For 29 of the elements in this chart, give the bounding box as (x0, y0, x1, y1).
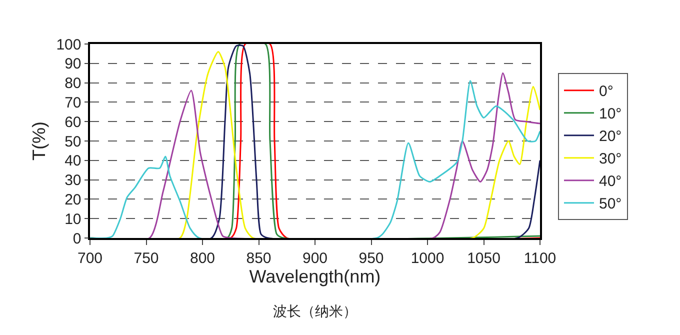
y-tick-label: 100 (56, 36, 82, 54)
y-tick-label: 70 (64, 94, 82, 112)
x-tick-label: 900 (302, 250, 328, 267)
x-tick-label: 800 (190, 250, 216, 267)
legend-label: 30° (599, 150, 622, 168)
y-axis-title: T(%) (28, 122, 49, 160)
x-tick-label: 750 (134, 250, 159, 267)
y-tick-label: 0 (72, 230, 82, 248)
x-tick-label: 700 (77, 250, 103, 267)
legend-label: 0° (599, 83, 614, 100)
legend-label: 20° (599, 128, 622, 146)
legend-label: 50° (599, 196, 622, 213)
y-tick-label: 50 (64, 133, 82, 150)
y-tick-label: 20 (64, 191, 82, 208)
x-tick-label: 950 (358, 250, 384, 267)
legend-label: 10° (599, 106, 622, 123)
x-tick-label: 1050 (467, 250, 500, 267)
y-tick-label: 90 (64, 56, 82, 73)
y-tick-label: 10 (64, 210, 82, 228)
x-tick-label: 850 (246, 250, 272, 267)
x-tick-label: 1100 (524, 250, 556, 267)
y-tick-label: 80 (64, 75, 82, 92)
y-tick-label: 30 (64, 172, 82, 190)
x-axis-title: Wavelength(nm) (249, 266, 381, 287)
y-tick-label: 60 (64, 114, 82, 131)
x-tick-label: 1000 (410, 250, 444, 267)
y-tick-label: 40 (64, 152, 82, 170)
legend-label: 40° (599, 173, 622, 190)
text: 波长（纳米） (273, 304, 357, 320)
